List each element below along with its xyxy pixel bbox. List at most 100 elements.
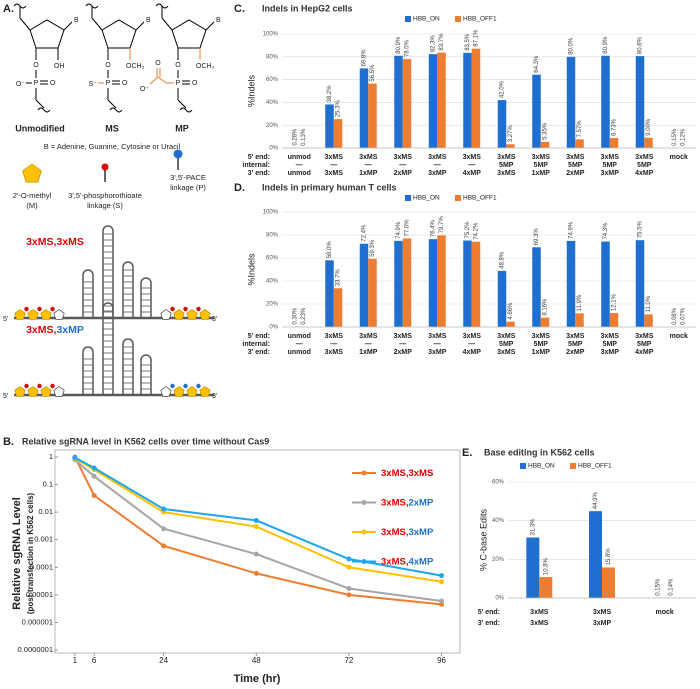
legend-label: 3xMS,3xMP — [381, 527, 434, 538]
series-line — [74, 457, 442, 583]
x-tick-label: 3xMS — [325, 349, 344, 356]
y-axis-label: %Indels — [246, 253, 256, 286]
atom: O — [192, 80, 198, 87]
atom: O — [122, 80, 128, 87]
end-label: 3' — [212, 316, 217, 323]
x-tick-label: 4xMP — [635, 170, 654, 177]
value-label: 44.9% — [593, 492, 599, 510]
bond — [19, 17, 31, 31]
value-label: 0.15% — [656, 578, 662, 596]
y-tick-label: 0.01 — [38, 507, 53, 516]
point — [439, 601, 445, 607]
x-tick-label: 5MP — [603, 341, 618, 348]
value-label: 0.13% — [301, 128, 307, 146]
bar — [497, 100, 507, 148]
chart-title: Relative sgRNA level in K562 cells over … — [22, 436, 269, 446]
value-label: 0.30% — [293, 307, 299, 325]
legend-text: 3',5'-phosphorothioate — [68, 191, 142, 200]
x-tick-label: 3xMS — [593, 609, 612, 616]
value-label: 64.3% — [534, 55, 540, 73]
legend-swatch — [405, 16, 411, 22]
y-axis-sublabel: (post-transfection in K562 cells) — [26, 492, 35, 614]
chart-title: Indels in primary human T cells — [262, 182, 397, 192]
nucleotide — [40, 386, 52, 397]
value-label: 77.0% — [405, 219, 411, 237]
nucleotide — [14, 309, 26, 320]
panel-label: C. — [234, 3, 245, 15]
atom: OCH₃ — [196, 63, 215, 70]
x-tick-label: 48 — [252, 656, 261, 665]
bar — [394, 55, 403, 148]
x-tick-label: — — [365, 341, 372, 348]
bar — [402, 59, 412, 148]
y-tick-label: 0.0001 — [30, 562, 53, 571]
x-tick-label: 3xMP — [428, 349, 447, 356]
y-tick-label: 100% — [263, 32, 279, 38]
value-label: 75.5% — [638, 220, 644, 238]
point — [439, 579, 445, 585]
stem-loop — [140, 354, 152, 395]
value-label: 33.7% — [336, 269, 342, 287]
bar — [601, 241, 610, 327]
y-tick-label: 80% — [266, 233, 279, 239]
x-tick-label: unmod — [288, 170, 311, 177]
bond — [135, 21, 145, 31]
bar — [428, 239, 438, 327]
atom: B — [146, 17, 151, 24]
x-tick-label: 3xMS — [394, 333, 413, 340]
bar — [394, 240, 403, 327]
stem-loop — [82, 346, 94, 395]
bar — [526, 537, 540, 598]
point — [91, 493, 97, 499]
value-label: 0.07% — [681, 307, 687, 325]
legend-label: 3xMS,3xMS — [381, 468, 433, 479]
x-tick-label: 4xMP — [635, 349, 654, 356]
point — [346, 586, 352, 592]
value-label: 7.57% — [577, 120, 583, 138]
legend-swatch — [570, 463, 576, 469]
x-tick-label: 2xMP — [566, 349, 585, 356]
value-label: 74.9% — [396, 221, 402, 239]
legend-label: HBB_ON — [413, 16, 440, 23]
nucleotide — [27, 309, 39, 320]
value-label: 80.6% — [638, 36, 644, 54]
bar — [532, 247, 541, 327]
x-tick-label: 5MP — [568, 162, 583, 169]
value-label: 8.16% — [543, 298, 549, 316]
y-tick-label: 40% — [266, 279, 279, 285]
value-label: 5.35% — [543, 122, 549, 140]
series-line — [74, 458, 442, 602]
bond — [107, 99, 117, 109]
point — [91, 465, 97, 471]
x-tick-label: — — [399, 341, 406, 348]
bar — [644, 314, 653, 327]
value-label: 12.1% — [612, 293, 618, 311]
y-tick-label: 20% — [492, 557, 505, 563]
bar — [437, 52, 446, 148]
point — [346, 592, 352, 598]
bar — [566, 56, 576, 148]
value-label: 72.4% — [362, 224, 368, 242]
stem-loop — [82, 269, 94, 318]
nucleotide — [14, 386, 26, 397]
row-label: 3' end: — [248, 170, 270, 177]
end-label: 5' — [3, 316, 8, 323]
bar — [471, 48, 481, 148]
value-label: 10.8% — [543, 557, 549, 575]
bar — [644, 137, 653, 148]
atom: P — [176, 80, 181, 87]
bond — [161, 17, 173, 31]
nucleotide — [186, 309, 198, 320]
construct-label: 3xMS,3xMP — [26, 324, 84, 336]
row-label: internal: — [242, 162, 270, 169]
structure-label: MS — [105, 123, 119, 133]
legend-text: linkage (P) — [170, 183, 206, 192]
bar — [609, 313, 619, 327]
x-tick-label: 5MP — [534, 341, 549, 348]
bar — [540, 141, 550, 148]
value-label: 42.0% — [500, 80, 506, 98]
wavy-bond — [179, 107, 193, 113]
stem-loop — [102, 302, 114, 395]
value-label: 69.3% — [534, 228, 540, 246]
x-tick-label: 1xMP — [532, 170, 551, 177]
